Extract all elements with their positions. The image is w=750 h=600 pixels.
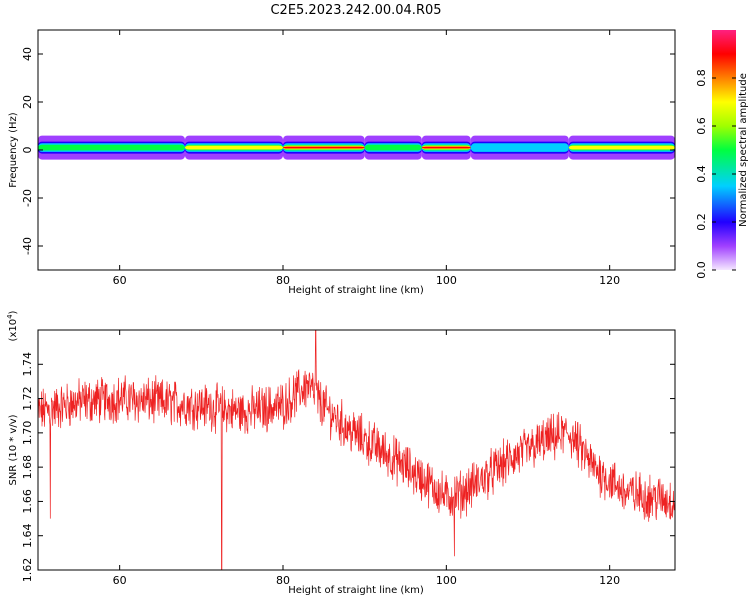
top-y-tick-label: -40 xyxy=(21,237,34,255)
bottom-y-tick-label: 1.72 xyxy=(21,386,34,411)
band-segment-0 xyxy=(38,144,185,151)
band-segment-4 xyxy=(421,146,471,149)
snr-line xyxy=(37,329,676,571)
top-y-axis-label: Frequency (Hz) xyxy=(8,112,19,188)
y-multiplier-label: (x104) xyxy=(6,310,19,341)
bottom-y-tick-label: 1.66 xyxy=(21,489,34,514)
band-segment-2 xyxy=(283,146,365,149)
top-y-tick-label: 40 xyxy=(21,47,34,61)
spectral-band xyxy=(38,135,675,160)
colorbar-tick-label: 0.6 xyxy=(695,117,708,135)
colorbar-tick-label: 0.0 xyxy=(695,261,708,279)
bottom-y-tick-label: 1.62 xyxy=(21,558,34,583)
snr-frame xyxy=(37,329,676,571)
top-x-tick-label: 60 xyxy=(113,274,127,287)
bottom-y-tick-label: 1.64 xyxy=(21,523,34,548)
colorbar: 0.0 0.2 0.4 0.6 0.8 Normalized spectral ampl… xyxy=(695,30,749,279)
bottom-x-tick-label: 120 xyxy=(599,574,620,587)
snr-series xyxy=(37,329,676,571)
spectrogram-panel: 60 80 100 120 -40 -20 0 20 40 Height of straigh… xyxy=(8,29,676,296)
top-y-tick-label: 0 xyxy=(21,147,34,154)
top-x-tick-label: 120 xyxy=(599,274,620,287)
band-segment-6 xyxy=(568,145,675,150)
bottom-y-tick-label: 1.74 xyxy=(21,352,34,377)
bottom-x-axis-label: Height of straight line (km) xyxy=(288,585,424,596)
top-y-tick-label: -20 xyxy=(21,189,34,207)
colorbar-tick-label: 0.8 xyxy=(695,69,708,87)
colorbar-tick-label: 0.4 xyxy=(695,165,708,183)
bottom-y-tick-label: 1.68 xyxy=(21,455,34,480)
bottom-y-tick-label: 1.70 xyxy=(21,421,34,446)
top-x-tick-label: 80 xyxy=(276,274,290,287)
colorbar-tick-label: 0.2 xyxy=(695,213,708,231)
colorbar-label: Normalized spectral amplitude xyxy=(738,73,749,227)
bottom-x-tick-label: 100 xyxy=(436,574,457,587)
band-segment-5 xyxy=(470,143,569,152)
band-segment-1 xyxy=(185,145,283,150)
top-x-tick-label: 100 xyxy=(436,274,457,287)
top-x-axis-label: Height of straight line (km) xyxy=(288,285,424,296)
snr-panel: 60 80 100 120 1.621.641.661.681.701.721.74 … xyxy=(6,310,676,596)
top-y-tick-label: 20 xyxy=(21,95,34,109)
bottom-x-tick-label: 80 xyxy=(276,574,290,587)
bottom-x-tick-label: 60 xyxy=(113,574,127,587)
bottom-y-axis-label: SNR (10 * v/v) xyxy=(8,414,19,485)
chart-title: C2E5.2023.242.00.04.R05 xyxy=(270,3,441,18)
band-segment-3 xyxy=(364,144,422,151)
colorbar-gradient xyxy=(712,30,736,270)
